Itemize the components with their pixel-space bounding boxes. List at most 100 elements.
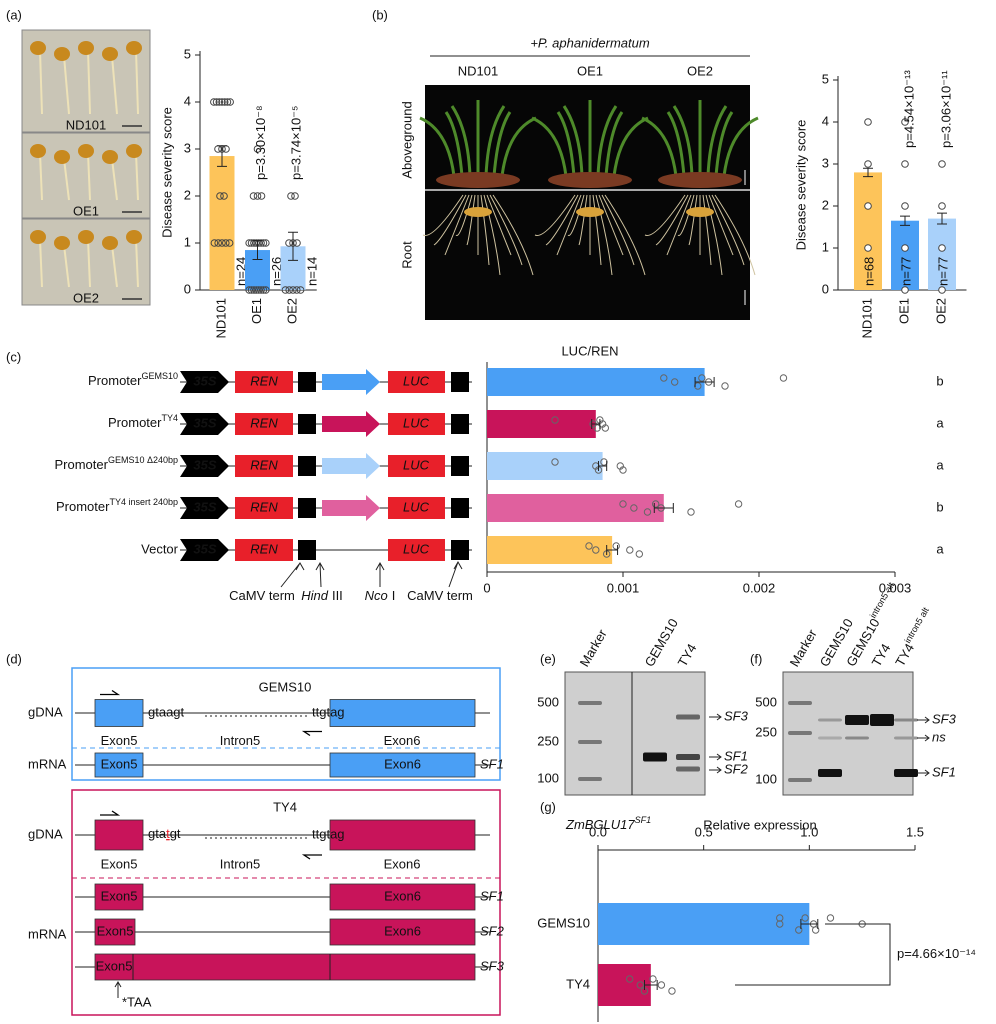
category-label: OE1 — [896, 298, 911, 324]
gene-label-base: ZmBGLU17 — [565, 817, 635, 832]
stem — [63, 158, 70, 201]
seed — [102, 150, 118, 164]
stem — [111, 244, 118, 288]
promoter-label: 35S — [193, 499, 216, 514]
root — [702, 194, 712, 266]
data-point — [938, 286, 946, 294]
exon — [94, 883, 144, 911]
lane-label-sup: intron5 alt — [903, 605, 932, 645]
promoter-arrow — [322, 411, 380, 437]
root — [455, 194, 473, 236]
data-point — [245, 286, 253, 294]
data-point — [938, 160, 946, 168]
error-bar — [694, 377, 715, 387]
photo-title: +P. aphanidermatum — [530, 35, 650, 50]
root — [714, 194, 756, 276]
site-label: Hind III — [301, 588, 343, 603]
terminator — [298, 372, 316, 392]
seed — [78, 41, 94, 55]
site-label: CaMV term — [407, 588, 473, 603]
x-tick-label: 0.001 — [607, 580, 640, 595]
seed — [54, 150, 70, 164]
band — [818, 736, 842, 740]
promoter-35s — [180, 539, 229, 561]
promoter-35s — [180, 371, 229, 393]
ren-label: REN — [250, 373, 278, 388]
promoter-arrow — [322, 453, 380, 479]
significance-letter: a — [936, 457, 944, 472]
data-point — [612, 542, 620, 550]
p-value: p=4.54×10⁻¹³ — [901, 70, 916, 148]
error-bar — [643, 980, 658, 990]
ladder-label: 250 — [755, 724, 777, 739]
leaf — [722, 116, 759, 177]
leaf — [604, 111, 624, 177]
seed — [126, 230, 142, 244]
terminator — [298, 414, 316, 434]
leaf — [444, 111, 464, 177]
luc — [388, 455, 445, 477]
primer — [100, 810, 121, 816]
acceptor-site: ttgtag — [312, 704, 345, 719]
panel-label: (f) — [750, 651, 762, 666]
site-label-base: CaMV term — [229, 588, 295, 603]
root — [567, 194, 585, 236]
data-point — [779, 374, 788, 382]
ren-label: REN — [250, 457, 278, 472]
ladder-label: 100 — [537, 770, 559, 785]
data-point — [220, 98, 229, 106]
leaf — [556, 111, 576, 177]
data-point — [592, 546, 600, 554]
transcript-label: SF2 — [480, 923, 505, 938]
column-label: OE2 — [687, 63, 713, 78]
category-label-base: Promoter — [108, 415, 162, 430]
luc — [388, 413, 445, 435]
data-point — [257, 286, 265, 294]
transcript-label: SF1 — [480, 756, 504, 771]
data-point — [864, 118, 872, 126]
leaf — [714, 111, 734, 177]
leaf — [484, 105, 506, 177]
root — [595, 194, 613, 276]
ladder-label: 100 — [755, 771, 777, 786]
exon-label: Exon5 — [101, 888, 138, 903]
terminator — [451, 540, 469, 560]
y-tick-label: 0 — [184, 281, 191, 296]
data-point — [687, 508, 695, 516]
root — [578, 194, 588, 246]
data-point — [901, 118, 909, 126]
p-value: p=3.06×10⁻¹¹ — [938, 70, 953, 148]
ren — [235, 413, 293, 435]
y-tick-label: 1 — [184, 234, 191, 249]
luc-label: LUC — [403, 415, 430, 430]
band — [788, 778, 812, 782]
promoter-35s — [180, 497, 229, 519]
stem — [63, 244, 70, 288]
data-point — [801, 914, 809, 922]
band — [676, 766, 700, 772]
exon-label: Exon6 — [384, 756, 421, 771]
leaf — [672, 105, 694, 177]
seed — [126, 41, 142, 55]
root — [480, 194, 490, 266]
root — [422, 194, 464, 236]
leaf — [492, 111, 512, 177]
data-point — [776, 920, 784, 928]
data-point — [226, 98, 234, 106]
bar — [487, 452, 603, 480]
y-axis-title: Disease severity score — [159, 107, 174, 238]
stem — [39, 238, 43, 288]
data-point — [619, 500, 627, 508]
category-label: PromoterTY4 insert 240bp — [56, 497, 178, 514]
data-point — [630, 504, 638, 512]
leaf — [500, 116, 537, 177]
band-arrow — [709, 753, 722, 761]
data-point — [635, 550, 644, 558]
stop-arrow — [114, 981, 122, 998]
data-point — [222, 145, 230, 153]
promoter-label: 35S — [193, 373, 216, 388]
gene-label: ZmBGLU17SF1 — [565, 815, 651, 832]
data-point — [626, 975, 634, 983]
panel-label: (a) — [6, 7, 22, 22]
